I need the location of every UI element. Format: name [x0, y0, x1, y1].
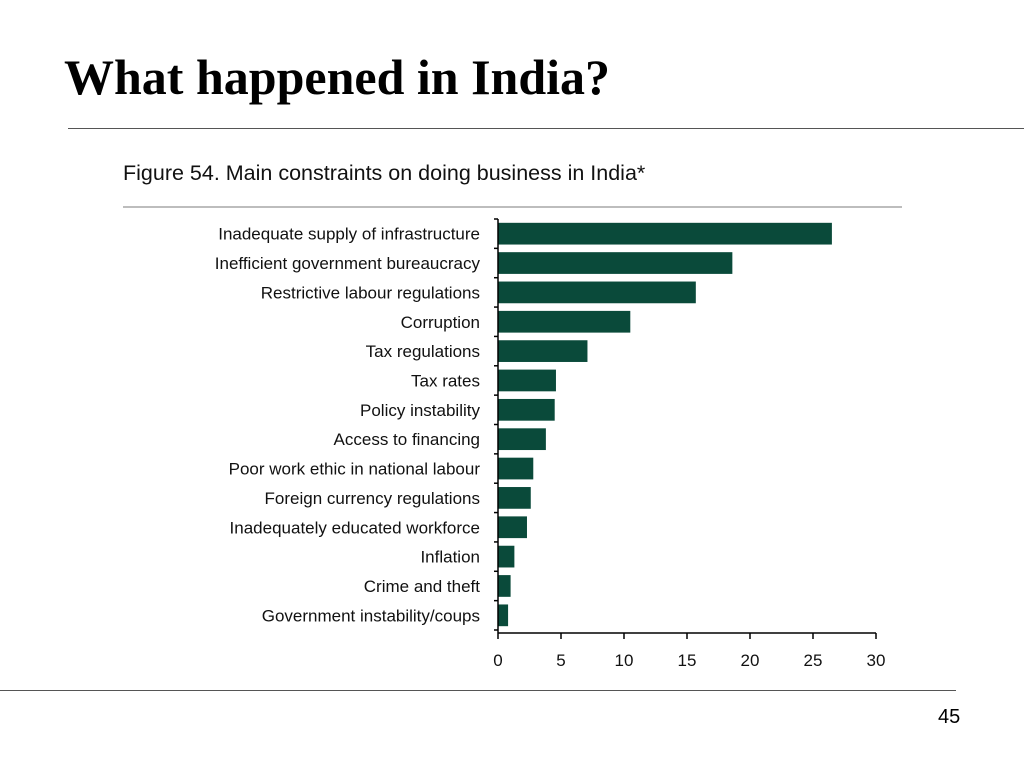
bar-4 — [498, 340, 588, 362]
footer-divider — [0, 690, 956, 691]
x-tick-label: 15 — [678, 651, 697, 670]
x-tick-label: 10 — [615, 651, 634, 670]
category-label: Government instability/coups — [262, 606, 480, 625]
bar-13 — [498, 604, 509, 627]
bar-6 — [498, 398, 555, 421]
bar-5 — [498, 369, 556, 392]
bar-0 — [498, 222, 832, 245]
category-label: Inefficient government bureaucracy — [215, 254, 481, 273]
category-label: Tax regulations — [366, 342, 480, 361]
category-label: Poor work ethic in national labour — [229, 460, 481, 479]
slide-title: What happened in India? — [64, 49, 611, 105]
bar-11 — [498, 545, 515, 568]
bar-7 — [498, 428, 546, 451]
category-label: Restrictive labour regulations — [261, 283, 480, 302]
bar-9 — [498, 487, 531, 509]
plot-area: Inadequate supply of infrastructure Ineff… — [215, 218, 886, 670]
bar-1 — [498, 252, 733, 274]
bar-2 — [498, 281, 696, 304]
category-label: Crime and theft — [364, 577, 480, 596]
category-label: Foreign currency regulations — [265, 489, 480, 508]
x-tick-label: 25 — [804, 651, 823, 670]
x-tick-label: 30 — [867, 651, 886, 670]
bar-12 — [498, 575, 511, 597]
bar-10 — [498, 516, 527, 539]
category-label: Inadequately educated workforce — [230, 518, 480, 537]
x-tick-label: 0 — [493, 651, 502, 670]
category-label: Corruption — [401, 313, 480, 332]
x-tick-label: 5 — [556, 651, 565, 670]
category-label: Access to financing — [334, 430, 480, 449]
category-label: Inadequate supply of infrastructure — [218, 225, 480, 244]
bar-3 — [498, 310, 631, 333]
category-label: Inflation — [420, 548, 480, 567]
category-label: Tax rates — [411, 371, 480, 390]
bar-8 — [498, 457, 534, 480]
chart-title: Figure 54. Main constraints on doing bus… — [123, 161, 646, 185]
title-divider — [68, 128, 1024, 129]
x-tick-label: 20 — [741, 651, 760, 670]
category-label: Policy instability — [360, 401, 480, 420]
page-number: 45 — [938, 706, 961, 728]
